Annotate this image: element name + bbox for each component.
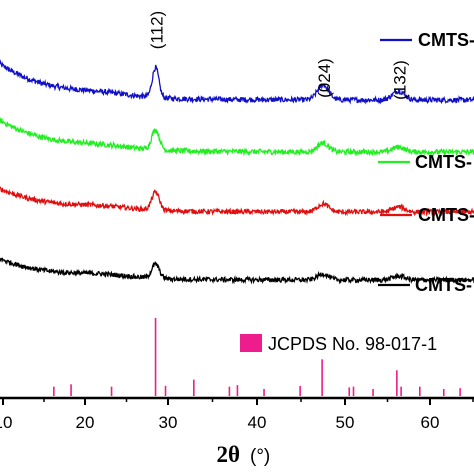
peak-label: (024) [315,58,334,98]
x-tick-label: 50 [336,413,355,432]
peak-label: (132) [390,60,409,100]
x-axis-unit: (°) [250,446,270,467]
series-lines [0,59,474,285]
reference-lines [53,318,461,396]
legend-swatch-reference [240,334,262,352]
legend-label: CMTS- [415,152,472,172]
x-tick-label: 60 [421,413,440,432]
x-tick-label: 20 [76,413,95,432]
x-axis-ticks: 10 20 30 40 50 60 [0,398,474,432]
series-line [0,186,474,217]
legend: CMTS- CMTS- CMTS- CMTS- JCPDS No. 98-017-1 [240,30,474,354]
x-tick-label: 10 [0,413,12,432]
series-line [0,59,474,105]
series-line [0,257,474,285]
x-axis-title: 2θ [216,442,240,467]
legend-label: CMTS- [415,275,472,295]
legend-label-reference: JCPDS No. 98-017-1 [268,334,437,354]
peak-label: (112) [147,11,166,49]
x-tick-label: 30 [159,413,178,432]
legend-label: CMTS- [418,30,474,50]
x-tick-label: 40 [248,413,267,432]
legend-label: CMTS- [418,205,474,225]
series-line [0,117,474,157]
peak-labels: (112) (024) (132) [147,11,409,100]
